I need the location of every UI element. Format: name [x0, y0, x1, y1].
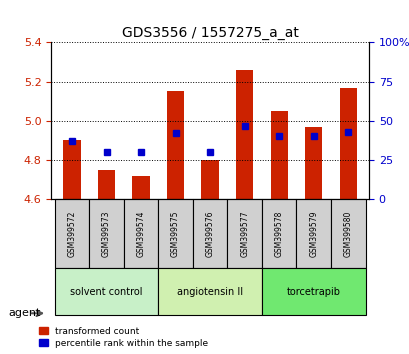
Legend: transformed count, percentile rank within the sample: transformed count, percentile rank withi…: [37, 325, 210, 349]
Title: GDS3556 / 1557275_a_at: GDS3556 / 1557275_a_at: [121, 26, 298, 40]
Text: GSM399575: GSM399575: [171, 210, 180, 257]
FancyBboxPatch shape: [227, 199, 261, 268]
FancyBboxPatch shape: [89, 199, 124, 268]
FancyBboxPatch shape: [54, 199, 89, 268]
FancyBboxPatch shape: [158, 199, 192, 268]
Text: angiotensin II: angiotensin II: [177, 286, 243, 297]
Text: GSM399580: GSM399580: [343, 210, 352, 257]
Text: GSM399574: GSM399574: [136, 210, 145, 257]
Text: GSM399572: GSM399572: [67, 210, 76, 257]
Bar: [270, 111, 287, 199]
Bar: [63, 141, 81, 199]
Text: GSM399578: GSM399578: [274, 210, 283, 257]
Text: torcetrapib: torcetrapib: [286, 286, 340, 297]
Text: agent: agent: [8, 308, 40, 318]
Text: GSM399577: GSM399577: [240, 210, 249, 257]
FancyBboxPatch shape: [261, 268, 365, 315]
Bar: [132, 176, 149, 199]
FancyBboxPatch shape: [192, 199, 227, 268]
FancyBboxPatch shape: [261, 199, 296, 268]
Text: solvent control: solvent control: [70, 286, 142, 297]
Text: GSM399576: GSM399576: [205, 210, 214, 257]
Bar: [304, 127, 321, 199]
Text: GSM399573: GSM399573: [102, 210, 111, 257]
Bar: [166, 91, 184, 199]
FancyBboxPatch shape: [54, 268, 158, 315]
FancyBboxPatch shape: [330, 199, 365, 268]
FancyBboxPatch shape: [124, 199, 158, 268]
Bar: [201, 160, 218, 199]
FancyBboxPatch shape: [158, 268, 261, 315]
Bar: [98, 170, 115, 199]
Bar: [236, 70, 253, 199]
Bar: [339, 87, 356, 199]
Text: GSM399579: GSM399579: [308, 210, 317, 257]
FancyBboxPatch shape: [296, 199, 330, 268]
